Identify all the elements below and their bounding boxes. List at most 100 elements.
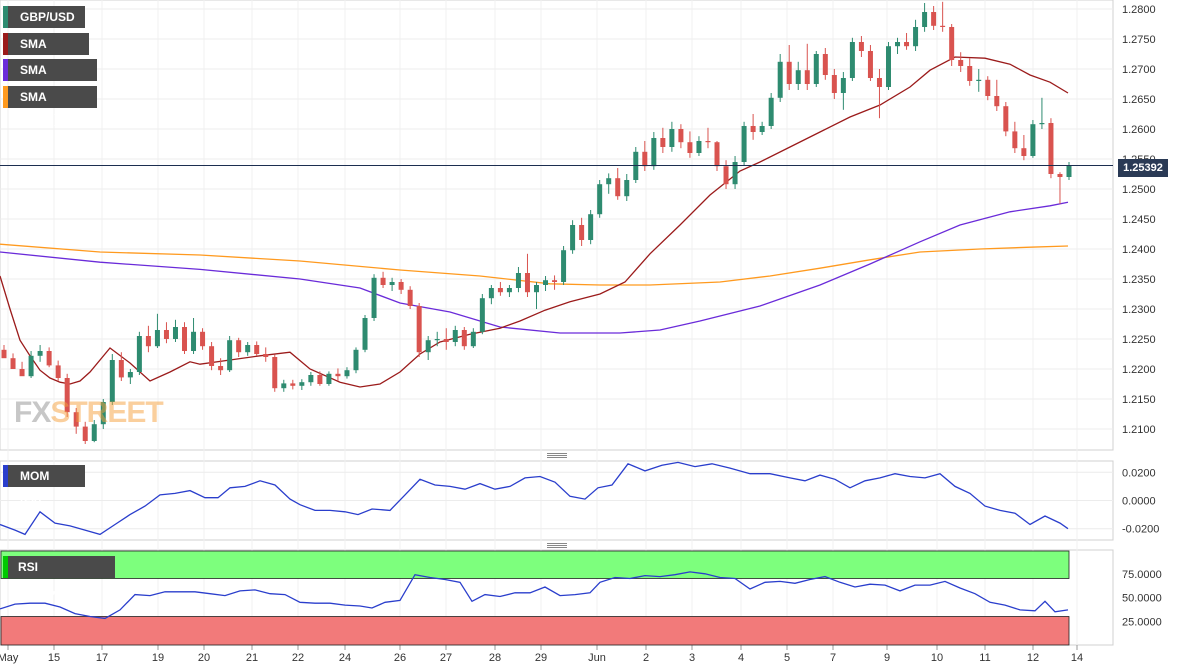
rsi-y-tick-label: 50.0000 <box>1122 593 1162 605</box>
candle-body <box>73 412 79 427</box>
candle-body <box>335 373 341 377</box>
candle-body <box>362 318 368 350</box>
last-price-badge: 1.25392 <box>1118 159 1168 177</box>
sma20-tag[interactable]: SMA (20,0) <box>3 33 89 73</box>
y-tick-label: 1.2800 <box>1122 4 1156 16</box>
candle-body <box>227 340 233 371</box>
candle-body <box>317 375 323 384</box>
candle-body <box>127 372 133 378</box>
symbol-tag[interactable]: GBP/USD <box>3 6 85 28</box>
y-tick-label: 1.2450 <box>1122 214 1156 226</box>
x-tick-label: 28 <box>489 652 501 664</box>
y-tick-label: 1.2750 <box>1122 34 1156 46</box>
candle-body <box>479 298 485 332</box>
candle-body <box>524 273 530 293</box>
candle-body <box>163 330 169 339</box>
candle-body <box>154 330 160 347</box>
y-tick-label: 1.2650 <box>1122 94 1156 106</box>
mom-y-tick-label: 0.0000 <box>1122 496 1156 508</box>
candle-body <box>931 12 937 26</box>
candle-body <box>714 142 720 167</box>
candle-body <box>308 375 314 383</box>
candle-body <box>407 289 413 306</box>
candle-body <box>678 129 684 143</box>
candle-body <box>786 61 792 84</box>
candle-body <box>470 331 476 347</box>
candle-body <box>443 339 449 342</box>
candle-body <box>895 42 901 47</box>
y-tick-label: 1.2200 <box>1122 364 1156 376</box>
x-tick-label: 15 <box>48 652 60 664</box>
candle-body <box>885 46 891 87</box>
candle-body <box>858 42 864 51</box>
candle-body <box>326 373 332 384</box>
candle-body <box>452 330 458 342</box>
sma200-tag[interactable]: SMA (200,0) <box>3 86 97 126</box>
candle-body <box>1039 123 1045 125</box>
candle-body <box>1012 131 1018 149</box>
panel-resize-handle[interactable] <box>547 453 567 458</box>
candle-body <box>741 126 747 162</box>
candle-body <box>795 70 801 84</box>
candle-body <box>416 306 422 353</box>
candle-body <box>958 60 964 66</box>
candle-body <box>922 12 928 27</box>
sma100-tag[interactable]: SMA (100,0) <box>3 59 97 99</box>
x-tick-label: 22 <box>292 652 304 664</box>
candle-body <box>209 346 215 366</box>
candle-body <box>904 42 910 47</box>
candle-body <box>109 360 115 402</box>
x-tick-label: 11 <box>979 652 990 664</box>
candle-body <box>263 354 269 357</box>
candle-body <box>380 277 386 285</box>
candle-body <box>570 225 576 251</box>
rsi-tag[interactable]: RSI (14,70,30,1) <box>3 556 115 596</box>
candle-body <box>461 330 467 347</box>
candle-body <box>64 378 70 413</box>
candle-body <box>1021 148 1027 156</box>
candle-body <box>552 280 558 282</box>
sma200-line <box>0 243 1069 286</box>
mom-tag[interactable]: MOM (20) <box>3 465 85 505</box>
x-tick-label: 26 <box>394 652 406 664</box>
candle-body <box>876 78 882 87</box>
candle-body <box>1057 174 1063 177</box>
x-tick-label: 12 <box>1027 652 1039 664</box>
x-tick-label: 4 <box>738 652 744 664</box>
candle-body <box>913 27 919 47</box>
candle-body <box>561 250 567 282</box>
candle-body <box>777 61 783 98</box>
candle-body <box>290 383 296 386</box>
candle-body <box>615 178 621 197</box>
candle-body <box>118 360 124 378</box>
candle-body <box>488 288 494 299</box>
candle-body <box>1030 124 1036 156</box>
x-tick-label: Jun <box>588 652 606 664</box>
candle-body <box>389 282 395 285</box>
candle-body <box>588 214 594 240</box>
candle-body <box>200 331 206 347</box>
candle-body <box>515 273 521 288</box>
candle-body <box>840 78 846 93</box>
y-tick-label: 1.2100 <box>1122 424 1156 436</box>
candle-body <box>732 162 738 185</box>
candle-body <box>750 126 756 132</box>
candle-body <box>398 282 404 290</box>
candle-body <box>867 51 873 78</box>
candle-body <box>218 366 224 371</box>
candle-body <box>597 184 603 215</box>
candle-body <box>82 426 88 441</box>
candle-body <box>768 97 774 126</box>
candle-body <box>10 358 16 369</box>
candle-body <box>940 25 946 27</box>
sma100-line <box>0 201 1069 334</box>
y-tick-label: 1.2250 <box>1122 334 1156 346</box>
candle-body <box>1 349 7 359</box>
candle-body <box>705 141 711 143</box>
candle-body <box>687 142 693 153</box>
candle-body <box>281 383 287 389</box>
rsi-overbought-zone <box>0 550 1070 579</box>
candle-body <box>804 70 810 84</box>
candle-body <box>299 382 305 386</box>
panel-resize-handle[interactable] <box>547 543 567 548</box>
